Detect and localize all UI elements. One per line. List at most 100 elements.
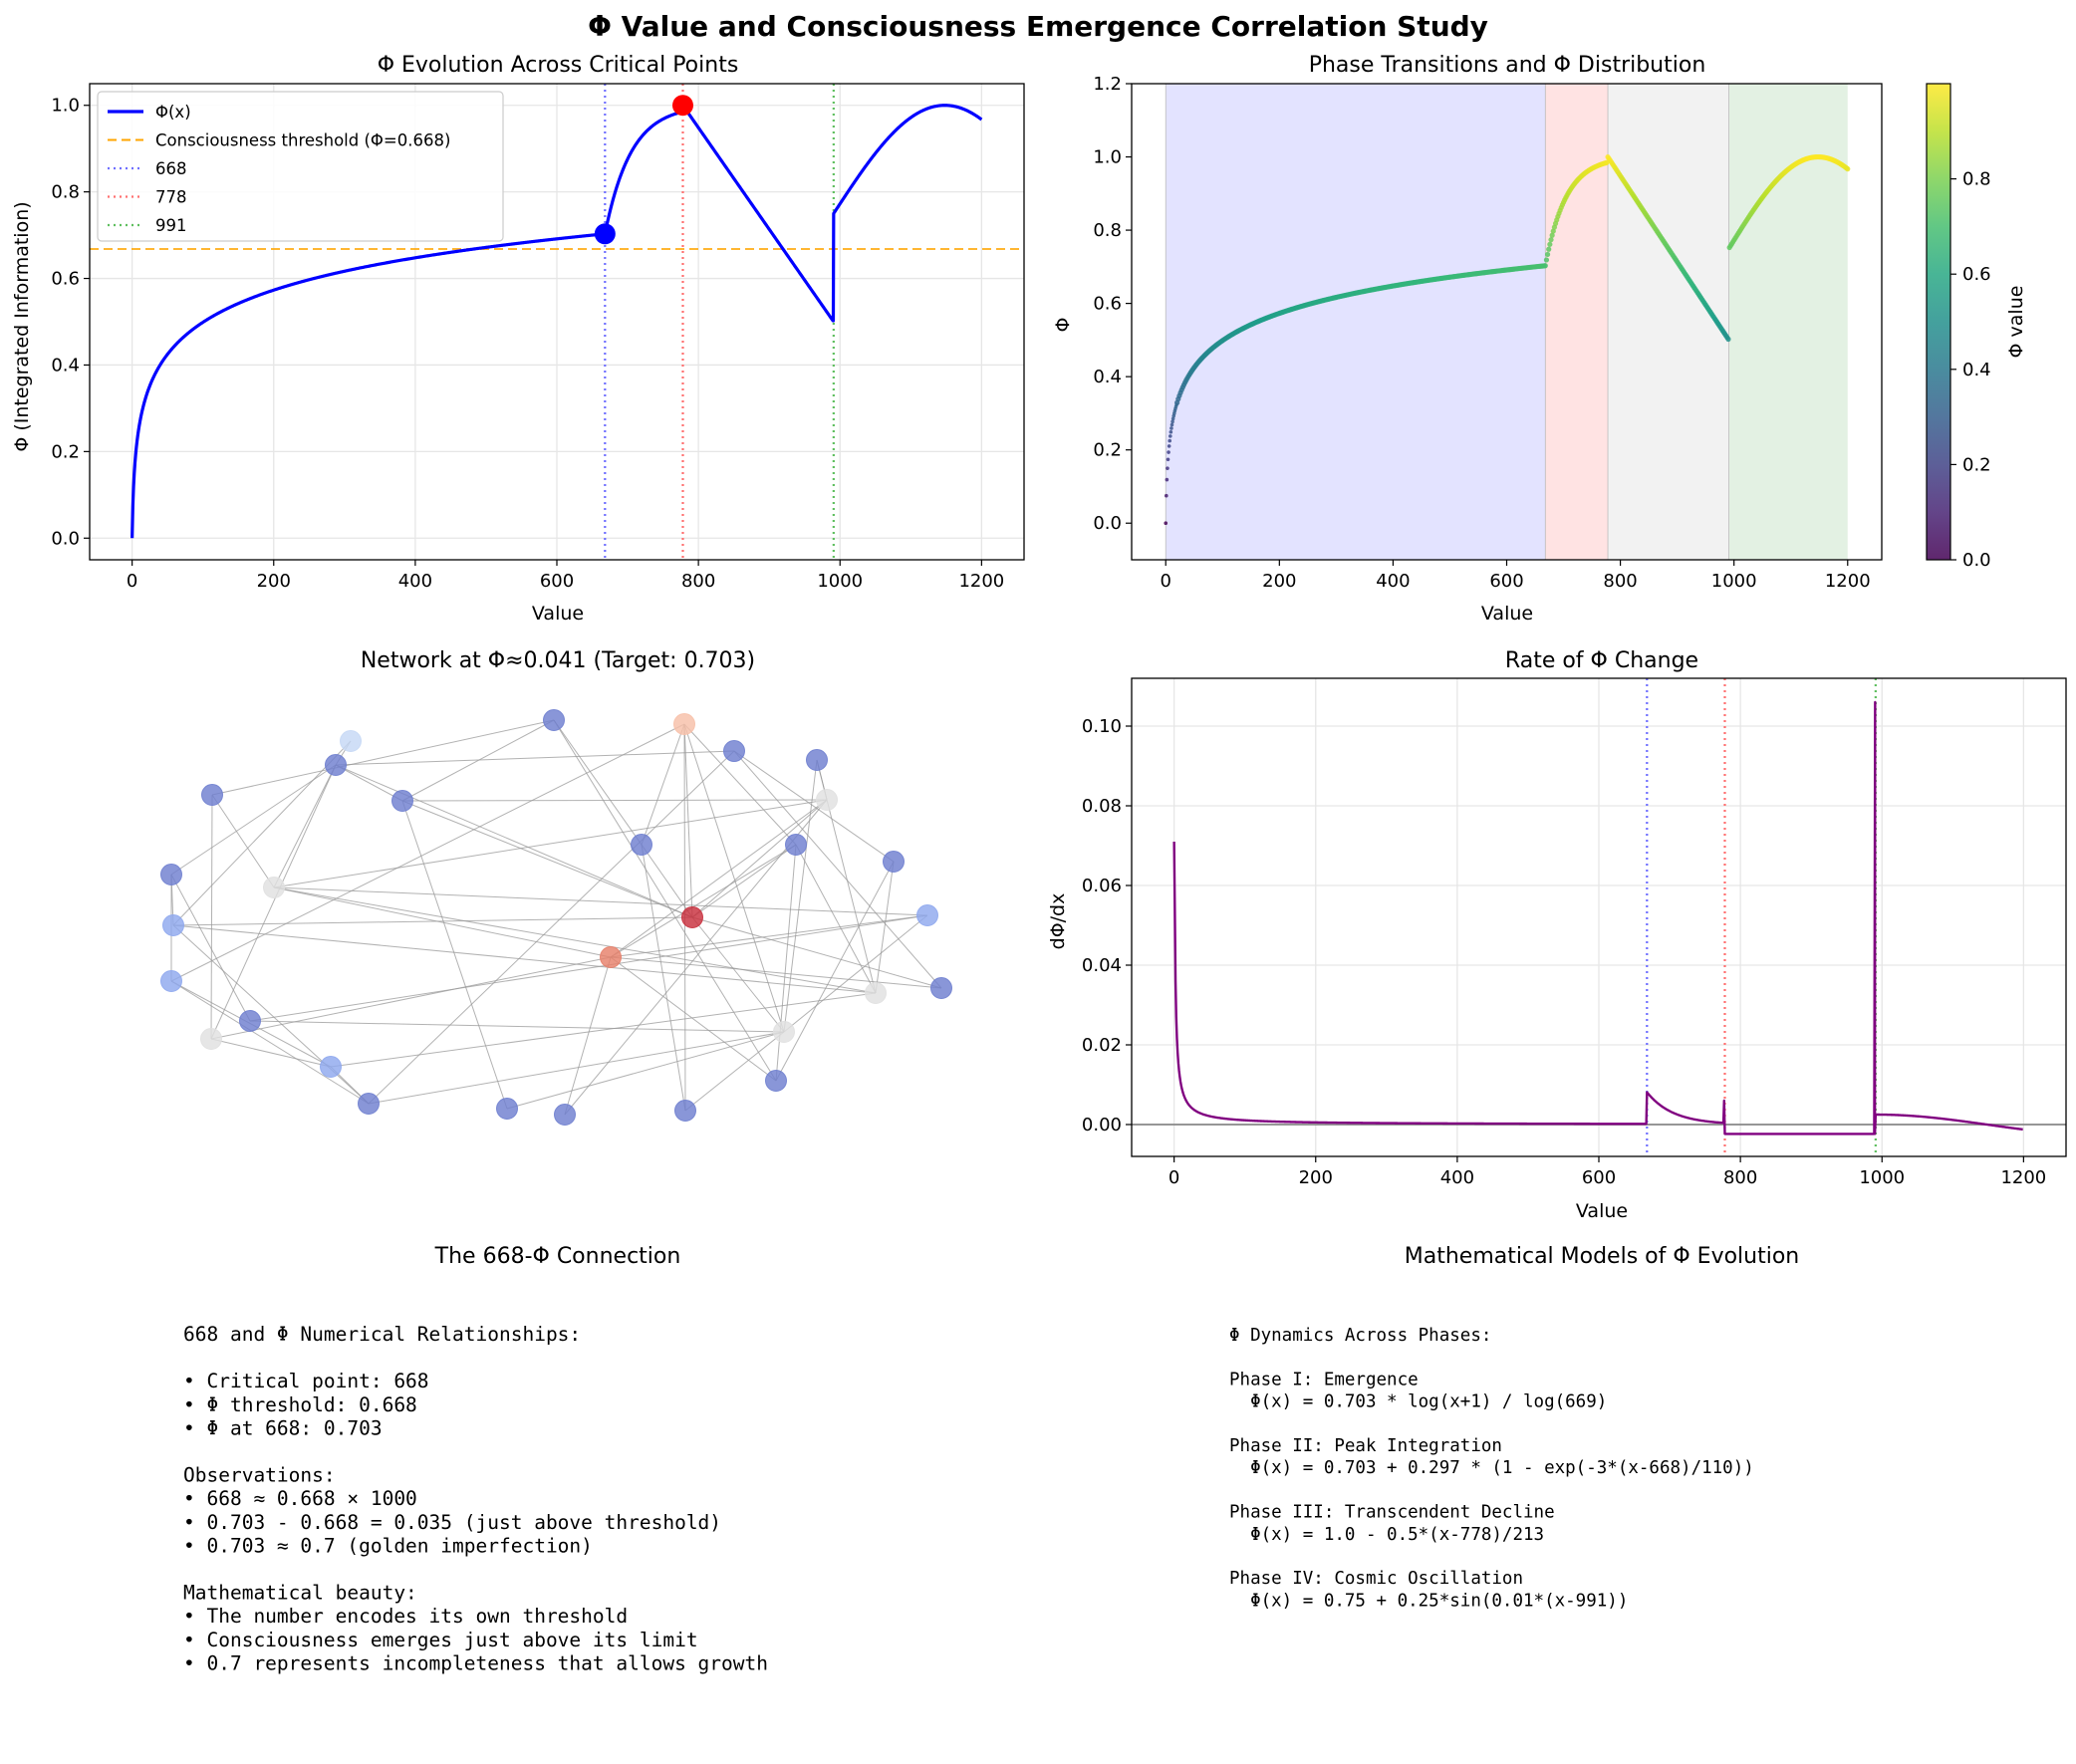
network-edge	[210, 794, 213, 1040]
network-node	[200, 1028, 222, 1050]
network-node	[543, 709, 565, 731]
phase-transitions-title: Phase Transitions and Φ Distribution	[1309, 53, 1706, 78]
phase-transitions-ytick-label: 1.2	[1093, 74, 1122, 95]
network-node	[865, 982, 887, 1004]
network-node	[883, 851, 905, 873]
network-edge	[249, 914, 928, 1022]
phase-transitions-panel: Phase Transitions and Φ Distribution Val…	[1052, 53, 2027, 625]
phi-evolution-ytick-label: 0.4	[51, 355, 80, 376]
rate-of-change-title: Rate of Φ Change	[1505, 648, 1698, 673]
network-node	[554, 1104, 576, 1126]
phi-scatter-point	[1725, 336, 1731, 343]
network-edge	[172, 924, 877, 994]
network-edge	[170, 723, 685, 982]
connection-text-line: • Critical point: 668	[183, 1370, 429, 1392]
phase-transitions-xtick-label: 800	[1603, 571, 1637, 592]
network-edge	[553, 719, 777, 1082]
marker-668	[594, 223, 616, 245]
phase-IV-band	[1728, 84, 1848, 560]
phase-II-band	[1545, 84, 1609, 560]
network-node	[320, 1056, 342, 1078]
phi-evolution-xtick-label: 0	[127, 571, 137, 592]
network-edge	[368, 1031, 785, 1105]
network-edge	[683, 723, 797, 846]
network-edge	[564, 956, 612, 1116]
network-node	[930, 977, 952, 999]
phi-scatter-point	[1167, 450, 1170, 454]
models-text-line: Φ(x) = 0.75 + 0.25*sin(0.01*(x-991))	[1229, 1591, 1628, 1611]
phi-evolution-frame	[89, 83, 1025, 561]
colorbar-frame	[1926, 83, 1951, 561]
marker-778	[671, 95, 693, 117]
phi-scatter-point	[1544, 251, 1551, 258]
phi-scatter-point	[1169, 422, 1174, 427]
phi-evolution-ylabel: Φ (Integrated Information)	[11, 201, 33, 451]
legend-threshold-label: Consciousness threshold (Φ=0.668)	[155, 131, 450, 150]
phi-scatter-point	[1547, 241, 1553, 247]
network-edge	[273, 886, 877, 994]
phi-scatter-point	[1165, 477, 1169, 482]
network-node	[785, 834, 807, 856]
network-edge	[553, 719, 643, 846]
network-node	[160, 970, 182, 992]
connection-text-line: • Φ threshold: 0.668	[183, 1393, 417, 1416]
phi-evolution-xtick-label: 400	[398, 571, 432, 592]
network-edge	[170, 874, 251, 1022]
phase-transitions-xtick-label: 200	[1262, 571, 1296, 592]
phi-evolution-ytick-label: 1.0	[51, 96, 80, 117]
legend-668-label: 668	[155, 159, 187, 178]
network-edge	[401, 800, 508, 1110]
network-edge	[170, 764, 337, 876]
network-edge	[330, 992, 877, 1068]
rate-of-change-ytick-label: 0.02	[1082, 1035, 1122, 1056]
phi-evolution-xtick-label: 800	[681, 571, 715, 592]
network-edge	[683, 723, 693, 918]
network-edge	[783, 914, 928, 1033]
network-edge	[273, 886, 612, 958]
rate-of-change-ytick-label: 0.10	[1082, 716, 1122, 737]
connection-text-line: • 0.703 - 0.668 = 0.035 (just above thre…	[183, 1511, 721, 1534]
phi-scatter-point	[1550, 228, 1556, 234]
connection-text-line: • The number encodes its own threshold	[183, 1605, 628, 1628]
models-text-line: Φ(x) = 0.703 + 0.297 * (1 - exp(-3*(x-66…	[1229, 1458, 1754, 1478]
network-edge	[641, 844, 686, 1112]
phi-scatter-point	[1164, 521, 1168, 526]
phi-scatter-point	[1548, 237, 1554, 243]
phi-scatter-point	[1168, 434, 1172, 438]
phase-transitions-ytick-label: 0.4	[1093, 367, 1122, 387]
network-title: Network at Φ≈0.041 (Target: 0.703)	[361, 648, 755, 673]
network-node	[162, 914, 184, 936]
colorbar-tick-label: 0.0	[1962, 550, 1991, 571]
models-title: Mathematical Models of Φ Evolution	[1405, 1244, 1800, 1269]
rate-of-change-frame	[1131, 677, 2067, 1157]
phi-evolution-ytick-label: 0.2	[51, 441, 80, 462]
models-text-line: Phase II: Peak Integration	[1229, 1436, 1502, 1456]
connection-text-line: • 0.7 represents incompleteness that all…	[183, 1651, 768, 1674]
phi-scatter-point	[1542, 263, 1548, 269]
connection-text-panel: The 668-Φ Connection 668 and Φ Numerical…	[183, 1244, 768, 1674]
connection-title: The 668-Φ Connection	[434, 1244, 681, 1269]
colorbar-tick-label: 0.4	[1962, 360, 1991, 380]
connection-text-line: • 0.703 ≈ 0.7 (golden imperfection)	[183, 1534, 593, 1557]
network-node	[600, 946, 622, 968]
network-node	[325, 754, 347, 776]
network-panel: Network at Φ≈0.041 (Target: 0.703)	[160, 648, 952, 1126]
network-edge	[335, 750, 735, 766]
phase-transitions-ytick-label: 0.6	[1093, 294, 1122, 315]
network-node	[673, 713, 695, 735]
rate-of-change-xtick-label: 1000	[1859, 1167, 1905, 1188]
network-node	[816, 789, 838, 811]
network-node	[201, 784, 223, 806]
phi-series-line	[130, 104, 983, 539]
colorbar-tick-label: 0.6	[1962, 264, 1991, 285]
network-edge	[610, 956, 942, 989]
network-edge	[170, 980, 370, 1105]
network-edge	[335, 764, 403, 802]
phi-evolution-xtick-label: 200	[257, 571, 291, 592]
rate-of-change-ylabel: dΦ/dx	[1047, 893, 1069, 950]
legend-991-label: 991	[155, 216, 187, 235]
network-node	[239, 1010, 261, 1032]
phase-transitions-ytick-label: 1.0	[1093, 147, 1122, 168]
derivative-series-line	[1172, 700, 2024, 1135]
rate-of-change-xtick-label: 0	[1168, 1167, 1179, 1188]
